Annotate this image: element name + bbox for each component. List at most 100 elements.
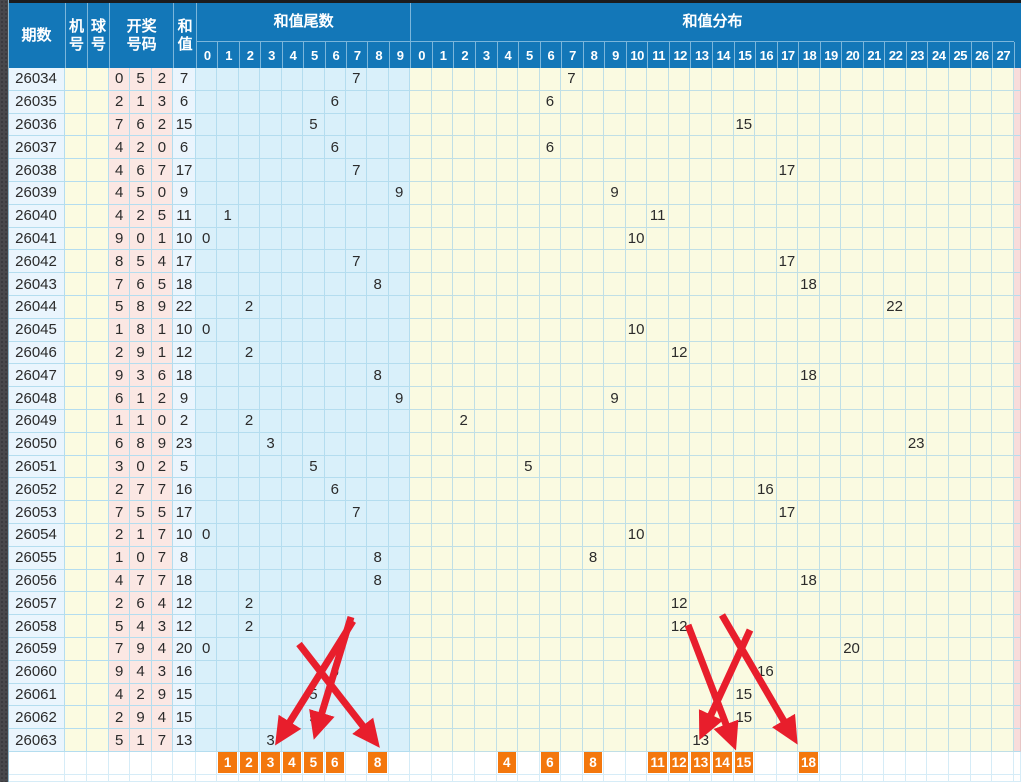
sum-dist-cell <box>712 523 734 547</box>
draw-number-cell: 6 <box>130 273 152 296</box>
highlight-tail-badge: 1 <box>218 751 237 773</box>
summary-tail-cell: 3 <box>260 751 282 775</box>
draw-number-cell: 7 <box>151 159 174 182</box>
sum-dist-cell <box>927 273 950 296</box>
sum-dist-cell: 10 <box>625 227 648 251</box>
sum-dist-cell <box>668 683 691 707</box>
sum-dist-cell <box>819 501 842 524</box>
sum-tail-cell: 2 <box>238 409 261 433</box>
sum-dist-cell <box>647 113 669 137</box>
dist-col-header: 11 <box>647 42 669 68</box>
sum-tail-cell <box>346 273 368 296</box>
sum-dist-cell <box>539 68 562 91</box>
sum-dist-cell <box>970 250 993 274</box>
sum-dist-cell <box>561 341 583 365</box>
sum-dist-cell <box>798 546 820 570</box>
sum-dist-cell <box>690 364 712 388</box>
sum-dist-cell <box>949 136 971 160</box>
period-cell: 26058 <box>8 615 65 638</box>
sum-dist-cell <box>431 637 454 661</box>
sum-dist-cell <box>518 706 540 730</box>
next-row-sliver-cell <box>862 774 885 782</box>
next-section-edge-cell <box>1013 455 1021 479</box>
sum-tail-cell <box>281 683 304 707</box>
next-row-sliver-cell <box>841 774 863 782</box>
tail-col-header: 0 <box>195 42 217 68</box>
sum-dist-cell <box>582 250 605 274</box>
next-row-sliver-cell <box>109 774 131 782</box>
draw-number-cell: 4 <box>151 250 174 274</box>
sum-dist-cell: 20 <box>841 637 863 661</box>
sum-dist-cell <box>884 432 906 456</box>
sum-dist-cell <box>625 273 648 296</box>
sum-dist-cell <box>755 68 777 91</box>
sum-tail-cell <box>303 409 325 433</box>
sum-dist-cell <box>561 660 583 684</box>
tail-col-header: 4 <box>281 42 303 68</box>
sum-dist-cell: 23 <box>905 432 928 456</box>
sum-dist-cell <box>453 683 475 707</box>
sum-dist-cell <box>776 68 799 91</box>
sum-dist-cell <box>712 706 734 730</box>
sum-dist-cell: 10 <box>625 523 648 547</box>
sum-dist-cell <box>733 273 756 296</box>
machine-no-cell <box>65 523 87 547</box>
sum-tail-cell <box>195 295 218 319</box>
sum-dist-cell <box>431 295 454 319</box>
sum-dist-cell <box>474 569 497 593</box>
summary-empty-cell <box>173 751 196 775</box>
sum-dist-cell <box>453 204 475 228</box>
period-cell: 26041 <box>8 227 65 251</box>
sum-dist-cell <box>841 113 863 137</box>
next-section-edge-cell <box>1013 227 1021 251</box>
group-header-sum-tail: 和值尾数 <box>195 3 411 42</box>
sum-tail-cell <box>281 227 304 251</box>
sum-dist-cell <box>884 273 906 296</box>
sum-dist-cell <box>625 706 648 730</box>
sum-dist-cell <box>949 455 971 479</box>
draw-number-cell: 4 <box>109 159 131 182</box>
sum-dist-cell <box>647 181 669 205</box>
sum-dist-cell <box>992 637 1014 661</box>
sum-dist-cell <box>776 478 799 502</box>
sum-dist-cell <box>690 136 712 160</box>
sum-tail-cell: 2 <box>238 592 261 616</box>
sum-tail-cell <box>303 295 325 319</box>
sum-dist-cell <box>410 455 432 479</box>
machine-no-cell <box>65 546 87 570</box>
sum-tail-cell <box>260 409 282 433</box>
sum-dist-cell <box>604 341 626 365</box>
sum-dist-cell <box>884 227 906 251</box>
sum-value-cell: 17 <box>173 250 196 274</box>
draw-number-cell: 9 <box>109 227 131 251</box>
sum-tail-cell <box>303 250 325 274</box>
sum-dist-cell <box>970 455 993 479</box>
sum-tail-cell: 8 <box>367 546 389 570</box>
draw-number-cell: 2 <box>109 341 131 365</box>
sum-dist-cell <box>647 136 669 160</box>
sum-dist-cell <box>431 432 454 456</box>
next-section-edge-cell <box>1013 364 1021 388</box>
sum-tail-cell <box>303 523 325 547</box>
sum-dist-cell <box>884 364 906 388</box>
sum-value-cell: 6 <box>173 90 196 114</box>
summary-dist-cell <box>431 751 454 775</box>
sum-value-cell: 23 <box>173 432 196 456</box>
sum-dist-cell <box>474 409 497 433</box>
sum-dist-cell <box>604 478 626 502</box>
next-section-edge-cell <box>1013 295 1021 319</box>
sum-dist-cell <box>625 387 648 410</box>
sum-dist-cell <box>582 455 605 479</box>
sum-dist-cell <box>518 615 540 638</box>
sum-dist-cell <box>431 706 454 730</box>
sum-dist-cell <box>668 250 691 274</box>
sum-dist-cell <box>474 387 497 410</box>
summary-empty-cell <box>8 751 65 775</box>
tail-col-header: 2 <box>238 42 260 68</box>
sum-dist-cell <box>841 295 863 319</box>
sum-dist-cell <box>539 273 562 296</box>
sum-dist-cell <box>798 159 820 182</box>
next-row-sliver-cell <box>776 774 799 782</box>
sum-dist-cell <box>949 615 971 638</box>
sum-dist-cell <box>992 683 1014 707</box>
